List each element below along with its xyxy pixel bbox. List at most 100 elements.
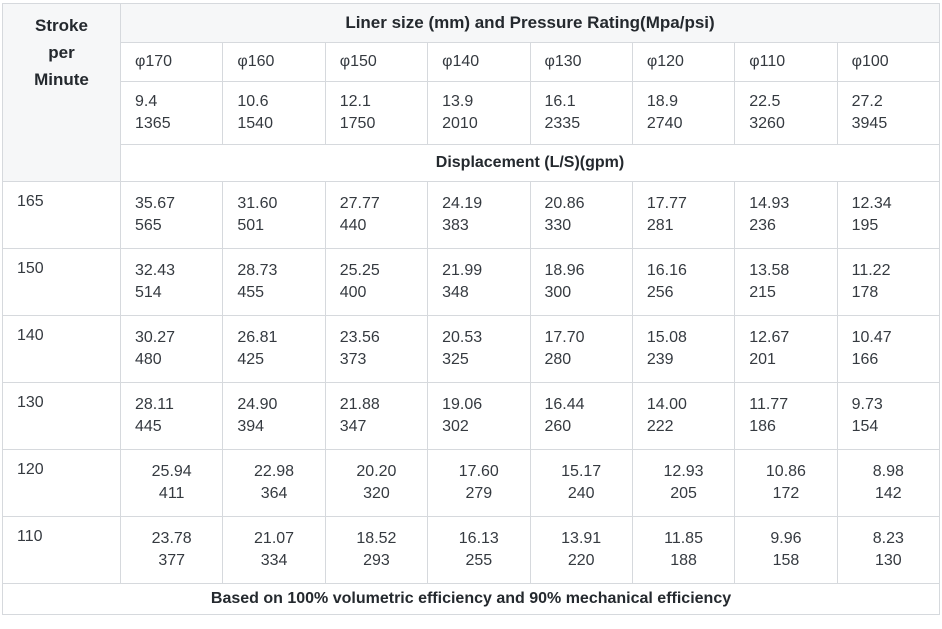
displacement-lps-value: 32.43	[135, 262, 176, 279]
displacement-cell: 21.99 348	[427, 248, 531, 316]
displacement-cell: 8.98 142	[836, 449, 941, 517]
displacement-lps-value: 9.73	[851, 396, 883, 413]
displacement-lps-value: 23.78	[151, 530, 192, 547]
displacement-cell: 30.27 480	[119, 315, 224, 383]
displacement-gpm-value: 394	[237, 418, 265, 435]
stroke-per-minute-header-line: Stroke	[35, 16, 88, 35]
pressure-rating-cell: 22.5 3260	[734, 81, 838, 145]
displacement-lps-value: 8.23	[872, 530, 904, 547]
displacement-lps-value: 27.77	[339, 195, 380, 212]
displacement-lps-value: 30.27	[135, 329, 176, 346]
displacement-cell: 18.96 300	[529, 248, 633, 316]
displacement-cell: 20.86 330	[529, 181, 633, 249]
stroke-per-minute-value: 120	[2, 449, 121, 517]
displacement-lps-value: 20.86	[544, 195, 585, 212]
displacement-cell: 17.77 281	[631, 181, 736, 249]
pressure-psi-value: 2740	[646, 115, 683, 132]
displacement-lps-value: 13.91	[561, 530, 602, 547]
displacement-gpm-value: 348	[442, 284, 469, 301]
displacement-lps-value: 24.90	[237, 396, 278, 413]
pressure-rating-cell: 13.9 2010	[427, 81, 531, 145]
displacement-cell: 13.91 220	[529, 516, 633, 584]
displacement-lps-value: 25.25	[339, 262, 380, 279]
displacement-gpm-value: 166	[851, 351, 879, 368]
displacement-gpm-value: 260	[544, 418, 572, 435]
displacement-lps-value: 17.77	[646, 195, 687, 212]
displacement-cell: 23.78 377	[119, 516, 224, 584]
displacement-gpm-value: 445	[135, 418, 162, 435]
liner-size-column-header: φ120	[631, 42, 736, 82]
displacement-cell: 8.23 130	[836, 516, 941, 584]
footnote-row: Based on 100% volumetric efficiency and …	[2, 583, 940, 615]
table-row: 120 25.94 411 22.98 364 20.20 320 17.60 279 15.17…	[2, 449, 941, 517]
displacement-gpm-value: 255	[465, 552, 493, 569]
displacement-lps-value: 10.86	[765, 463, 806, 480]
displacement-gpm-value: 364	[260, 485, 288, 502]
displacement-cell: 16.16 256	[631, 248, 736, 316]
displacement-lps-value: 21.99	[442, 262, 483, 279]
displacement-header-row: Displacement (L/S)(gpm)	[3, 144, 940, 182]
displacement-gpm-value: 172	[772, 485, 800, 502]
displacement-lps-value: 16.16	[646, 262, 687, 279]
displacement-lps-value: 9.96	[770, 530, 802, 547]
stroke-per-minute-header-line: Minute	[34, 70, 89, 89]
displacement-lps-value: 23.56	[339, 329, 380, 346]
displacement-cell: 24.19 383	[427, 181, 531, 249]
table-title: Liner size (mm) and Pressure Rating(Mpa/…	[120, 3, 940, 43]
displacement-lps-value: 25.94	[151, 463, 192, 480]
pressure-psi-value: 1750	[339, 115, 376, 132]
pressure-mpa-value: 16.1	[544, 93, 576, 110]
displacement-lps-value: 35.67	[135, 195, 176, 212]
displacement-lps-value: 20.53	[442, 329, 483, 346]
displacement-gpm-value: 195	[851, 217, 879, 234]
displacement-lps-value: 15.17	[561, 463, 602, 480]
displacement-gpm-value: 347	[339, 418, 367, 435]
stroke-per-minute-value: 150	[2, 248, 121, 316]
title-row: Stroke per Minute Liner size (mm) and Pr…	[2, 3, 940, 182]
displacement-cell: 20.20 320	[324, 449, 429, 517]
displacement-cell: 11.22 178	[836, 248, 941, 316]
displacement-cell: 14.00 222	[631, 382, 736, 450]
displacement-gpm-value: 565	[135, 217, 162, 234]
displacement-cell: 12.93 205	[631, 449, 736, 517]
displacement-cell: 23.56 373	[324, 315, 429, 383]
displacement-cell: 12.67 201	[734, 315, 838, 383]
displacement-cell: 26.81 425	[222, 315, 326, 383]
displacement-lps-value: 16.13	[458, 530, 499, 547]
displacement-gpm-value: 256	[646, 284, 674, 301]
displacement-lps-value: 28.11	[135, 396, 174, 413]
displacement-gpm-value: 158	[772, 552, 800, 569]
displacement-gpm-value: 178	[851, 284, 879, 301]
displacement-lps-value: 19.06	[442, 396, 483, 413]
liner-size-column-header: φ170	[119, 42, 224, 82]
displacement-cell: 19.06 302	[427, 382, 531, 450]
displacement-cell: 25.25 400	[324, 248, 429, 316]
displacement-cell: 11.77 186	[734, 382, 838, 450]
pressure-mpa-value: 9.4	[135, 93, 158, 110]
displacement-gpm-value: 205	[670, 485, 697, 502]
displacement-lps-value: 14.00	[646, 396, 687, 413]
displacement-lps-value: 14.93	[749, 195, 790, 212]
displacement-lps-value: 15.08	[646, 329, 687, 346]
displacement-lps-value: 8.98	[872, 463, 904, 480]
displacement-gpm-value: 222	[646, 418, 674, 435]
displacement-cell: 15.17 240	[529, 449, 633, 517]
displacement-lps-value: 13.58	[749, 262, 790, 279]
displacement-gpm-value: 142	[874, 485, 902, 502]
liner-size-column-header: φ160	[222, 42, 326, 82]
displacement-gpm-value: 186	[749, 418, 776, 435]
footnote: Based on 100% volumetric efficiency and …	[2, 583, 940, 615]
liner-size-column-header: φ100	[836, 42, 941, 82]
displacement-lps-value: 17.60	[458, 463, 499, 480]
displacement-lps-value: 12.93	[663, 463, 704, 480]
displacement-lps-value: 21.07	[254, 530, 295, 547]
table-row: 110 23.78 377 21.07 334 18.52 293 16.13 255 13.91…	[2, 516, 941, 584]
stroke-per-minute-value: 165	[2, 181, 121, 249]
displacement-gpm-value: 240	[567, 485, 595, 502]
displacement-cell: 32.43 514	[119, 248, 224, 316]
displacement-cell: 10.47 166	[836, 315, 941, 383]
displacement-lps-value: 22.98	[254, 463, 295, 480]
liner-size-header-row: φ170 φ160 φ150 φ140 φ130 φ120 φ110 φ100	[3, 42, 941, 82]
stroke-per-minute-value: 140	[2, 315, 121, 383]
displacement-cell: 17.60 279	[427, 449, 531, 517]
